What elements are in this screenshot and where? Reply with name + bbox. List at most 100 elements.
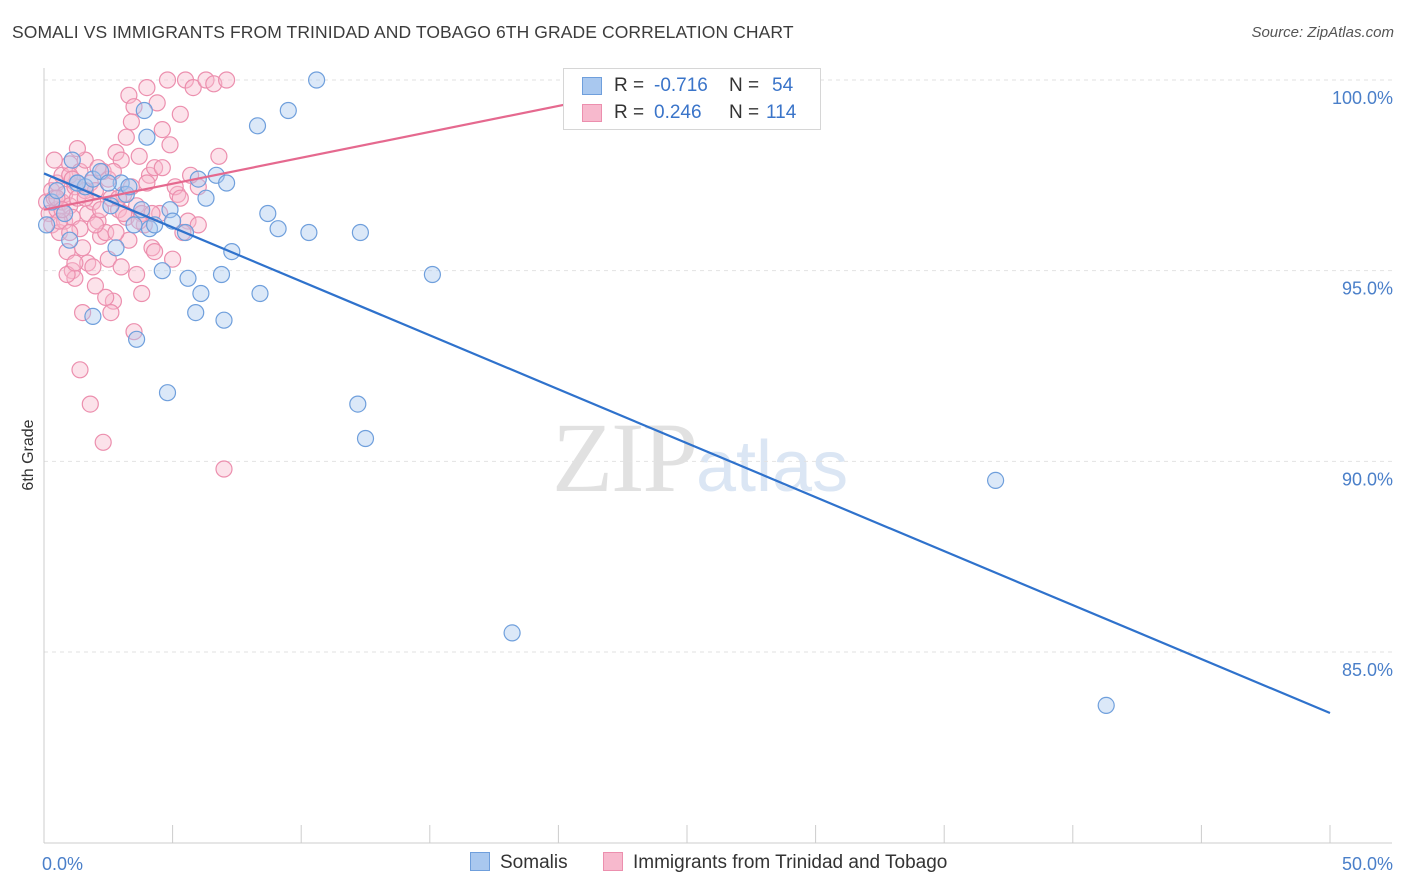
somali-point xyxy=(187,304,205,322)
trinidad-point xyxy=(122,113,140,131)
trinidad-point xyxy=(117,128,135,146)
somali-point xyxy=(192,284,210,303)
series-label-somali: Somalis xyxy=(500,852,568,873)
series-swatch-trinidad xyxy=(603,852,623,871)
trinidad-point xyxy=(148,94,166,112)
trinidad-point xyxy=(128,265,146,284)
trinidad-point xyxy=(171,189,189,207)
trinidad-point xyxy=(81,395,99,413)
trinidad-point xyxy=(71,361,89,379)
legend-n-value: 114 xyxy=(766,102,797,123)
somali-point xyxy=(356,429,375,448)
gridlines xyxy=(44,79,1392,653)
trinidad-point xyxy=(73,239,92,257)
somali-point xyxy=(48,182,66,200)
x-tick-label: 0.0% xyxy=(42,854,83,874)
somali-point xyxy=(135,101,153,120)
series-legend-trinidad: Immigrants from Trinidad and Tobago xyxy=(603,852,947,874)
series-swatch-somali xyxy=(470,852,490,871)
somali-point xyxy=(300,223,318,242)
somali-point xyxy=(179,269,197,287)
trinidad-point xyxy=(66,269,84,287)
y-tick-label: 100.0% xyxy=(1332,88,1393,108)
somali-point xyxy=(63,151,81,169)
trinidad-point xyxy=(130,147,148,165)
trinidad-point xyxy=(153,121,171,139)
somali-point xyxy=(248,117,267,135)
trinidad-point xyxy=(215,460,233,478)
legend-r-value: -0.716 xyxy=(654,75,708,96)
legend-r-label: R = xyxy=(614,75,645,96)
trinidad-point xyxy=(153,159,171,177)
source-label: Source: ZipAtlas.com xyxy=(1251,24,1394,41)
trinidad-point xyxy=(86,216,105,234)
trinidad-point xyxy=(218,71,236,89)
legend-r-value: 0.246 xyxy=(654,102,702,123)
series-legend-somali: Somalis xyxy=(470,852,568,874)
somali-trend-line xyxy=(43,172,1331,715)
trinidad-point xyxy=(84,258,102,276)
somali-point xyxy=(1097,696,1115,715)
somali-point xyxy=(351,223,369,242)
watermark: ZIPatlas xyxy=(552,400,848,515)
legend-swatch-somali xyxy=(582,77,602,95)
somali-point xyxy=(986,471,1005,489)
somali-point xyxy=(128,330,146,348)
somali-point xyxy=(269,220,287,238)
somali-point xyxy=(197,189,215,207)
trinidad-point xyxy=(205,75,223,93)
trinidad-point xyxy=(189,216,207,234)
trend-lines xyxy=(43,78,1331,715)
trinidad-point xyxy=(73,304,92,322)
somali-point xyxy=(218,174,236,192)
trinidad-points xyxy=(37,71,236,478)
trinidad-point xyxy=(107,223,125,242)
trinidad-point xyxy=(112,258,130,276)
legend-n-label: N = xyxy=(729,75,760,96)
y-tick-label: 85.0% xyxy=(1342,660,1393,680)
trinidad-point xyxy=(133,284,151,303)
somali-point xyxy=(138,128,156,146)
watermark-zip: ZIP xyxy=(552,402,698,513)
somali-point xyxy=(308,71,326,89)
somali-point xyxy=(158,384,177,402)
series-label-trinidad: Immigrants from Trinidad and Tobago xyxy=(633,852,948,873)
chart-title: SOMALI VS IMMIGRANTS FROM TRINIDAD AND T… xyxy=(12,22,794,42)
trinidad-point xyxy=(91,201,110,219)
axes xyxy=(43,68,1392,844)
trinidad-point xyxy=(138,78,156,97)
trinidad-point xyxy=(86,277,105,295)
somali-point xyxy=(215,311,233,329)
trinidad-point xyxy=(158,71,177,89)
correlation-legend: R = -0.716 N = 54 R = 0.246 N = 114 xyxy=(563,68,821,130)
trinidad-point xyxy=(45,151,63,169)
y-tick-label: 95.0% xyxy=(1342,279,1393,299)
trinidad-point xyxy=(66,254,84,272)
watermark-atlas: atlas xyxy=(696,427,849,507)
trinidad-point xyxy=(94,433,112,451)
somali-point xyxy=(61,231,79,249)
trinidad-point xyxy=(120,231,138,249)
trinidad-point xyxy=(210,147,228,165)
trinidad-point xyxy=(97,288,115,306)
legend-n-value: 54 xyxy=(772,75,794,96)
somali-point xyxy=(279,101,297,120)
somali-point xyxy=(423,265,441,284)
axis-labels: 100.0% 95.0% 90.0% 85.0% 0.0% 50.0% 6th Grade xyxy=(20,88,1393,874)
x-tick-label: 50.0% xyxy=(1342,854,1393,874)
legend-n-label: N = xyxy=(729,102,760,123)
y-tick-label: 90.0% xyxy=(1342,469,1393,489)
somali-point xyxy=(503,624,521,642)
trinidad-point xyxy=(161,136,179,154)
somali-point xyxy=(153,262,171,280)
series-legend: Somalis Immigrants from Trinidad and Tob… xyxy=(0,850,1406,880)
somali-point xyxy=(259,204,277,223)
trinidad-point xyxy=(146,243,164,261)
somali-point xyxy=(37,216,56,234)
trinidad-point xyxy=(102,304,120,322)
somali-point xyxy=(212,265,231,284)
trinidad-point xyxy=(164,250,182,268)
somali-point xyxy=(251,284,269,303)
somali-point xyxy=(84,307,102,325)
